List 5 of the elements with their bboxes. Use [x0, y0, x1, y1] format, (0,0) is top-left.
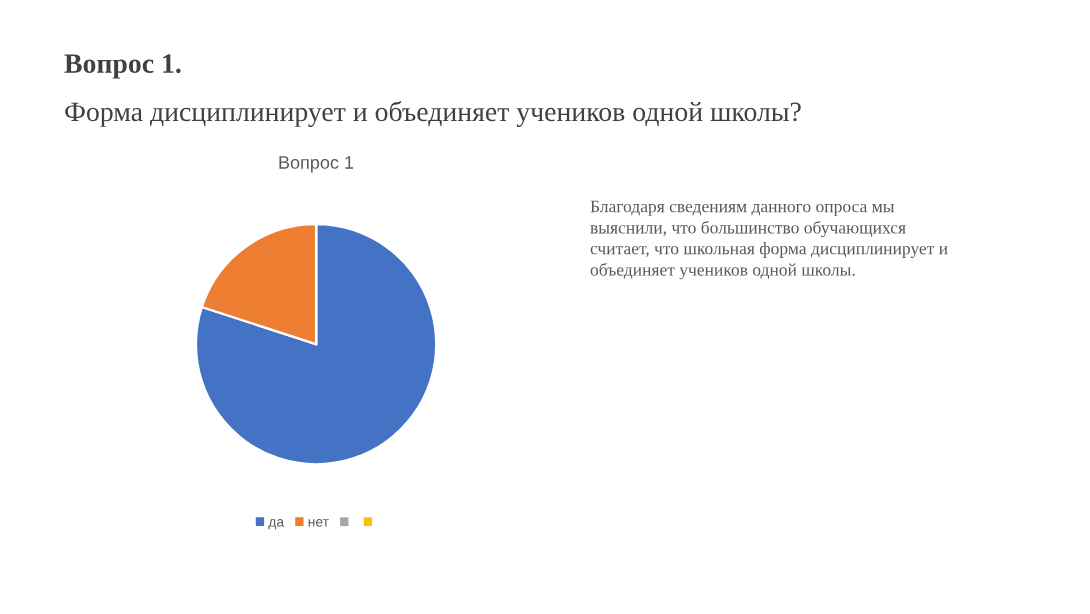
text: Вопрос 1 — [279, 156, 354, 173]
chart-subtitle: Форма дисциплинирует и объединяет учеников одной школы? — [65, 101, 801, 127]
pie-slice — [194, 222, 438, 466]
text: Благодаря сведениям данного опроса мы выяснили, что большинство обучающихся считает, что школьная форма дисциплинирует и объединяет учеников одной школы. — [590, 200, 948, 280]
chart-title: Вопрос 1. — [64, 54, 181, 79]
